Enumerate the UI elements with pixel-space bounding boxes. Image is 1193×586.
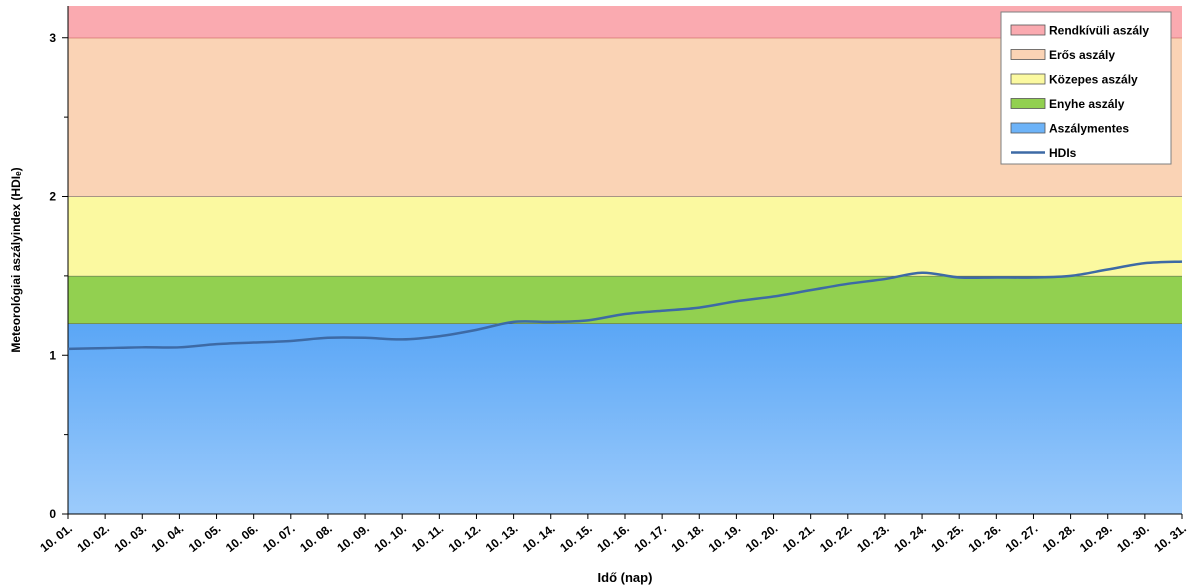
x-tick-label: 10. 13. (483, 521, 521, 555)
x-tick-label: 10. 31. (1151, 521, 1189, 555)
x-tick-label: 10. 28. (1040, 521, 1078, 555)
band-4 (68, 37, 1182, 197)
x-tick-label: 10. 20. (743, 521, 781, 555)
legend-swatch (1010, 24, 1046, 36)
legend-label: Erős aszály (1049, 48, 1115, 62)
x-tick-label: 10. 04. (149, 521, 187, 555)
x-tick-label: 10. 14. (520, 521, 558, 555)
legend-swatch (1010, 122, 1046, 134)
legend-swatch (1010, 98, 1046, 109)
x-tick-label: 10. 11. (409, 521, 446, 554)
x-tick-label: 10. 26. (966, 521, 1004, 555)
x-tick-label: 10. 23. (854, 521, 892, 555)
y-tick-label: 0 (49, 507, 56, 521)
x-tick-label: 10. 09. (334, 521, 372, 555)
x-tick-label: 10. 02. (74, 521, 112, 555)
x-tick-label: 10. 17. (631, 521, 669, 555)
legend-swatch (1010, 73, 1046, 85)
x-tick-label: 10. 30. (1114, 521, 1152, 555)
axes (62, 6, 1183, 519)
y-tick-label: 1 (49, 348, 56, 362)
band-1 (68, 323, 1182, 514)
x-tick-label: 10. 08. (297, 521, 335, 555)
legend-label: Rendkívüli aszály (1049, 24, 1149, 38)
x-tick-label: 10. 25. (929, 521, 967, 555)
band-2 (68, 275, 1182, 324)
x-tick-label: 10. 19. (706, 521, 744, 555)
x-tick-label: 10. 21. (780, 521, 818, 555)
legend-swatch (1010, 49, 1046, 60)
x-tick-label: 10. 29. (1077, 521, 1115, 555)
legend-label: HDIs (1049, 146, 1077, 160)
y-tick-label: 2 (49, 190, 56, 204)
x-tick-label: 10. 12. (446, 521, 484, 555)
x-tick-label: 10. 06. (223, 521, 261, 555)
x-tick-label: 10. 07. (260, 521, 298, 555)
y-tick-label: 3 (49, 31, 56, 45)
x-axis-title: Idő (nap) (598, 570, 653, 585)
x-tick-label: 10. 18. (669, 521, 707, 555)
band-3 (68, 196, 1182, 276)
band-5 (68, 6, 1182, 38)
legend-label: Aszálymentes (1049, 122, 1129, 136)
legend-label: Enyhe aszály (1049, 97, 1125, 111)
x-tick-label: 10. 22. (817, 521, 855, 555)
legend-box (1000, 11, 1172, 165)
x-tick-label: 10. 05. (186, 521, 224, 555)
x-tick-label: 10. 15. (557, 521, 595, 555)
x-tick-label: 10. 16. (594, 521, 632, 555)
y-axis-title: Meteorológiai aszályindex (HDIₑ) (9, 167, 23, 352)
x-tick-label: 10. 01. (37, 521, 75, 555)
legend: Rendkívüli aszály Erős aszály Közepes aszá… (1000, 11, 1172, 165)
x-tick-label: 10. 24. (891, 521, 929, 555)
drought-bands (68, 6, 1182, 514)
series (67, 260, 1183, 351)
x-tick-label: 10. 27. (1003, 521, 1041, 555)
x-tick-label: 10. 03. (112, 521, 150, 555)
x-tick-label: 10. 10. (372, 521, 410, 555)
legend-label: Közepes aszály (1049, 73, 1138, 87)
